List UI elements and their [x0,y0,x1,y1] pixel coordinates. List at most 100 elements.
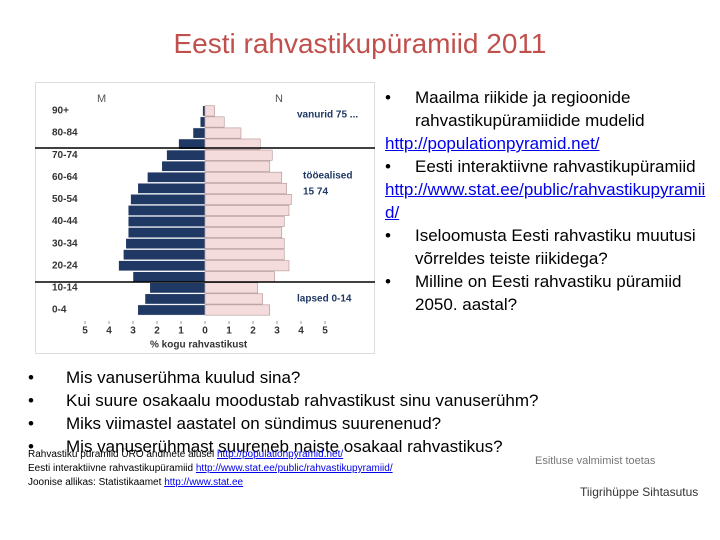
bullet-text: Iseloomusta Eesti rahvastiku muutusi võr… [415,226,696,268]
annotation: 15 74 [303,187,328,198]
bar [132,271,206,283]
link[interactable]: http://populationpyramid.net/ [385,134,600,153]
bar [204,238,285,250]
footer-text: Joonise allikas: Statistikaamet [28,477,162,488]
sponsor-name: Tiigrihüppe Sihtasutus [580,485,699,499]
bar [204,293,263,305]
bar [123,249,206,261]
bullet-text: Maailma riikide ja regioonide rahvastiku… [415,88,645,130]
bar [204,205,290,216]
question-list: • Mis vanuserühma kuulud sina? • Kui suure … [28,366,539,458]
bar [204,227,283,238]
bullet-item: • Iseloomusta Eesti rahvastiku muutusi võ… [385,224,707,270]
bar [125,238,206,250]
annotation: tööealised [303,171,352,182]
question-item: • Kui suure osakaalu moodustab rahvastiku… [28,389,539,412]
x-axis-label: % kogu rahvastikust [150,340,248,351]
bullet: • [28,368,34,387]
y-tick-label: 0-4 [52,305,67,316]
bar [202,105,206,117]
y-tick-label: 20-24 [52,260,78,271]
link[interactable]: http://www.stat.ee/public/rahvastikupyra… [385,180,706,222]
x-tick-label: 1 [178,326,184,337]
question-text: Mis vanuserühma kuulud sina? [66,368,301,387]
bar [204,182,287,194]
bar [204,160,271,172]
right-list: • Maailma riikide ja regioonide rahvastik… [385,86,707,316]
bar [204,116,225,128]
bar [149,282,206,294]
x-tick-label: 2 [154,326,160,337]
bar [204,105,215,117]
footer-line: Eesti interaktiivne rahvastikupüramiid h… [28,462,393,476]
bar [192,127,206,139]
footer-link[interactable]: http://www.stat.ee [164,477,244,488]
x-tick-label: 3 [130,326,136,337]
slide-title: Eesti rahvastikupüramiid 2011 [173,28,547,59]
footer-line: Joonise allikas: Statistikaamet http://w… [28,476,393,490]
bullet-item: • Maailma riikide ja regioonide rahvastik… [385,86,707,132]
bullet-item: • Eesti interaktiivne rahvastikupüramiid [385,155,707,178]
bullet: • [385,88,391,107]
annotation: lapsed 0-14 [297,294,352,305]
question-item: • Mis vanuserühma kuulud sina? [28,366,539,389]
bar [199,116,206,128]
bar [204,127,242,139]
bullet: • [28,391,34,410]
bar [127,205,206,216]
sponsor-caption: Esitluse valmimist toetas [535,455,656,467]
bar [204,149,273,161]
sponsor: Esitluse valmimist toetas Tiigrihüppe Si… [535,455,705,499]
bullet-item: • Milline on Eesti rahvastiku püramiid 20… [385,270,707,316]
bar [204,271,275,283]
bar [204,138,261,150]
bar [204,260,290,272]
bar [204,304,271,316]
bar [161,160,206,172]
footer-link[interactable]: http://populationpyramid.net/ [216,449,344,460]
pyramid-chart: M N 0-4 10-14 20-24 30-34 40-44 50-54 60-64 70-74… [35,82,375,354]
bullet-text: Milline on Eesti rahvastiku püramiid 205… [415,272,682,314]
bullet-text: Eesti interaktiivne rahvastikupüramiid [415,157,696,176]
bar [166,149,206,161]
question-text: Kui suure osakaalu moodustab rahvastikus… [66,391,539,410]
bar [130,194,206,205]
x-tick-label: 5 [82,326,88,337]
bar [137,182,206,194]
legend-label: N [275,93,283,105]
y-tick-label: 30-34 [52,238,78,249]
bar [204,249,285,261]
bullet: • [385,226,391,245]
legend-label: M [97,93,106,105]
x-tick-label: 2 [250,326,256,337]
footer-text: Eesti interaktiivne rahvastikupüramiid [28,463,194,474]
bar [204,282,259,294]
bar [204,171,283,183]
bar [127,227,206,238]
y-tick-label: 40-44 [52,216,78,227]
annotation: vanurid 75 ... [297,110,358,121]
bullet: • [28,437,34,456]
footer-line: Rahvastiku püramiid ÜRO andmete alusel h… [28,448,393,462]
question-text: Miks viimastel aastatel on sündimus suur… [66,414,442,433]
question-item: • Mis vanuserühmast suureneb naiste osaka… [28,435,539,458]
bar [204,194,292,205]
x-tick-label: 5 [322,326,328,337]
bullet: • [385,272,391,291]
bar [144,293,206,305]
y-tick-label: 10-14 [52,283,78,294]
x-tick-label: 0 [202,326,208,337]
bar [204,216,285,227]
bar [127,216,206,227]
bullet: • [28,414,34,433]
bar [147,171,206,183]
footer: Rahvastiku püramiid ÜRO andmete alusel h… [28,448,393,490]
x-tick-label: 4 [298,326,304,337]
footer-link[interactable]: http://www.stat.ee/public/rahvastikupyra… [195,463,393,474]
y-tick-label: 70-74 [52,150,78,161]
y-tick-label: 50-54 [52,194,78,205]
question-item: • Miks viimastel aastatel on sündimus suu… [28,412,539,435]
y-tick-label: 90+ [52,106,69,117]
y-tick-label: 60-64 [52,172,78,183]
